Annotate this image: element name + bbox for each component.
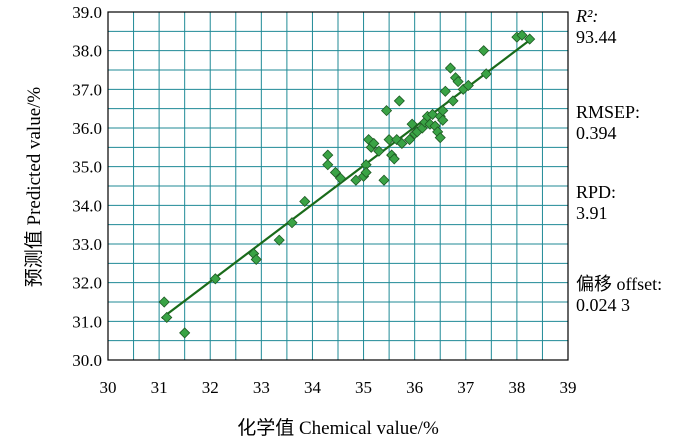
data-point <box>158 296 170 308</box>
rmsep-value: 0.394 <box>576 123 617 143</box>
x-tick-labels: 30 31 32 33 34 35 36 37 38 39 <box>100 378 577 397</box>
data-point <box>380 105 393 117</box>
data-point <box>368 137 380 150</box>
y-tick-label: 37.0 <box>72 80 102 99</box>
y-tick-labels: 30.0 31.0 32.0 33.0 34.0 35.0 36.0 37.0 38.0 39.0 <box>72 3 102 370</box>
data-point <box>406 118 418 130</box>
data-point <box>393 95 405 107</box>
r2-stat: R²: 93.44 <box>576 6 617 48</box>
points-group <box>158 29 536 339</box>
data-point <box>444 62 457 74</box>
data-point <box>388 153 400 165</box>
x-tick-label: 36 <box>406 378 423 397</box>
data-point <box>447 95 459 107</box>
data-point <box>286 217 298 229</box>
data-point <box>439 85 451 97</box>
x-tick-label: 33 <box>253 378 270 397</box>
data-point <box>452 76 464 88</box>
data-point <box>516 29 528 41</box>
x-axis-title: 化学值 Chemical value/% <box>237 417 439 439</box>
x-tick-label: 39 <box>560 378 577 397</box>
rpd-value: 3.91 <box>576 203 608 223</box>
data-point <box>322 149 334 161</box>
data-point <box>161 311 173 324</box>
data-point <box>383 134 395 146</box>
x-tick-label: 30 <box>100 378 117 397</box>
data-point <box>250 253 262 266</box>
r2-label: R²: <box>576 6 599 26</box>
data-point <box>426 108 439 121</box>
x-tick-label: 31 <box>151 378 168 397</box>
data-point <box>396 137 408 150</box>
y-tick-label: 31.0 <box>72 312 102 331</box>
y-tick-label: 32.0 <box>72 274 102 293</box>
x-tick-label: 37 <box>457 378 475 397</box>
y-tick-label: 35.0 <box>72 158 102 177</box>
offset-stat: 偏移 offset: 0.024 3 <box>576 274 662 316</box>
y-axis-title: 预测值 Predicted value/% <box>23 87 45 288</box>
x-tick-label: 35 <box>355 378 372 397</box>
x-tick-label: 38 <box>508 378 525 397</box>
rmsep-stat: RMSEP: 0.394 <box>576 102 640 144</box>
r2-value: 93.44 <box>576 27 617 47</box>
y-tick-label: 33.0 <box>72 235 102 254</box>
rmsep-label: RMSEP: <box>576 102 641 122</box>
data-point <box>378 174 390 186</box>
data-point <box>480 68 492 80</box>
data-point <box>322 159 334 171</box>
y-tick-label: 34.0 <box>72 196 102 215</box>
data-point <box>209 273 221 285</box>
offset-value: 0.024 3 <box>576 295 630 315</box>
x-tick-label: 34 <box>304 378 322 397</box>
y-tick-label: 39.0 <box>72 3 102 22</box>
plot-frame <box>107 11 569 361</box>
data-point <box>329 166 342 179</box>
data-point <box>350 174 362 186</box>
rpd-label: RPD: <box>576 182 617 202</box>
data-point <box>478 45 490 57</box>
y-tick-label: 30.0 <box>72 351 102 370</box>
data-point <box>462 79 474 92</box>
data-point <box>334 172 347 184</box>
y-tick-label: 36.0 <box>72 119 102 138</box>
rpd-stat: RPD: 3.91 <box>576 182 616 224</box>
data-point <box>524 33 536 45</box>
data-point <box>273 234 285 246</box>
data-point <box>403 134 416 146</box>
data-point <box>299 195 311 208</box>
data-point <box>179 327 191 339</box>
data-point <box>434 132 446 144</box>
data-point <box>437 114 449 126</box>
offset-label: 偏移 offset: <box>576 274 663 294</box>
x-tick-label: 32 <box>202 378 219 397</box>
data-point <box>360 166 372 179</box>
y-tick-label: 38.0 <box>72 42 102 61</box>
data-point <box>373 145 385 157</box>
